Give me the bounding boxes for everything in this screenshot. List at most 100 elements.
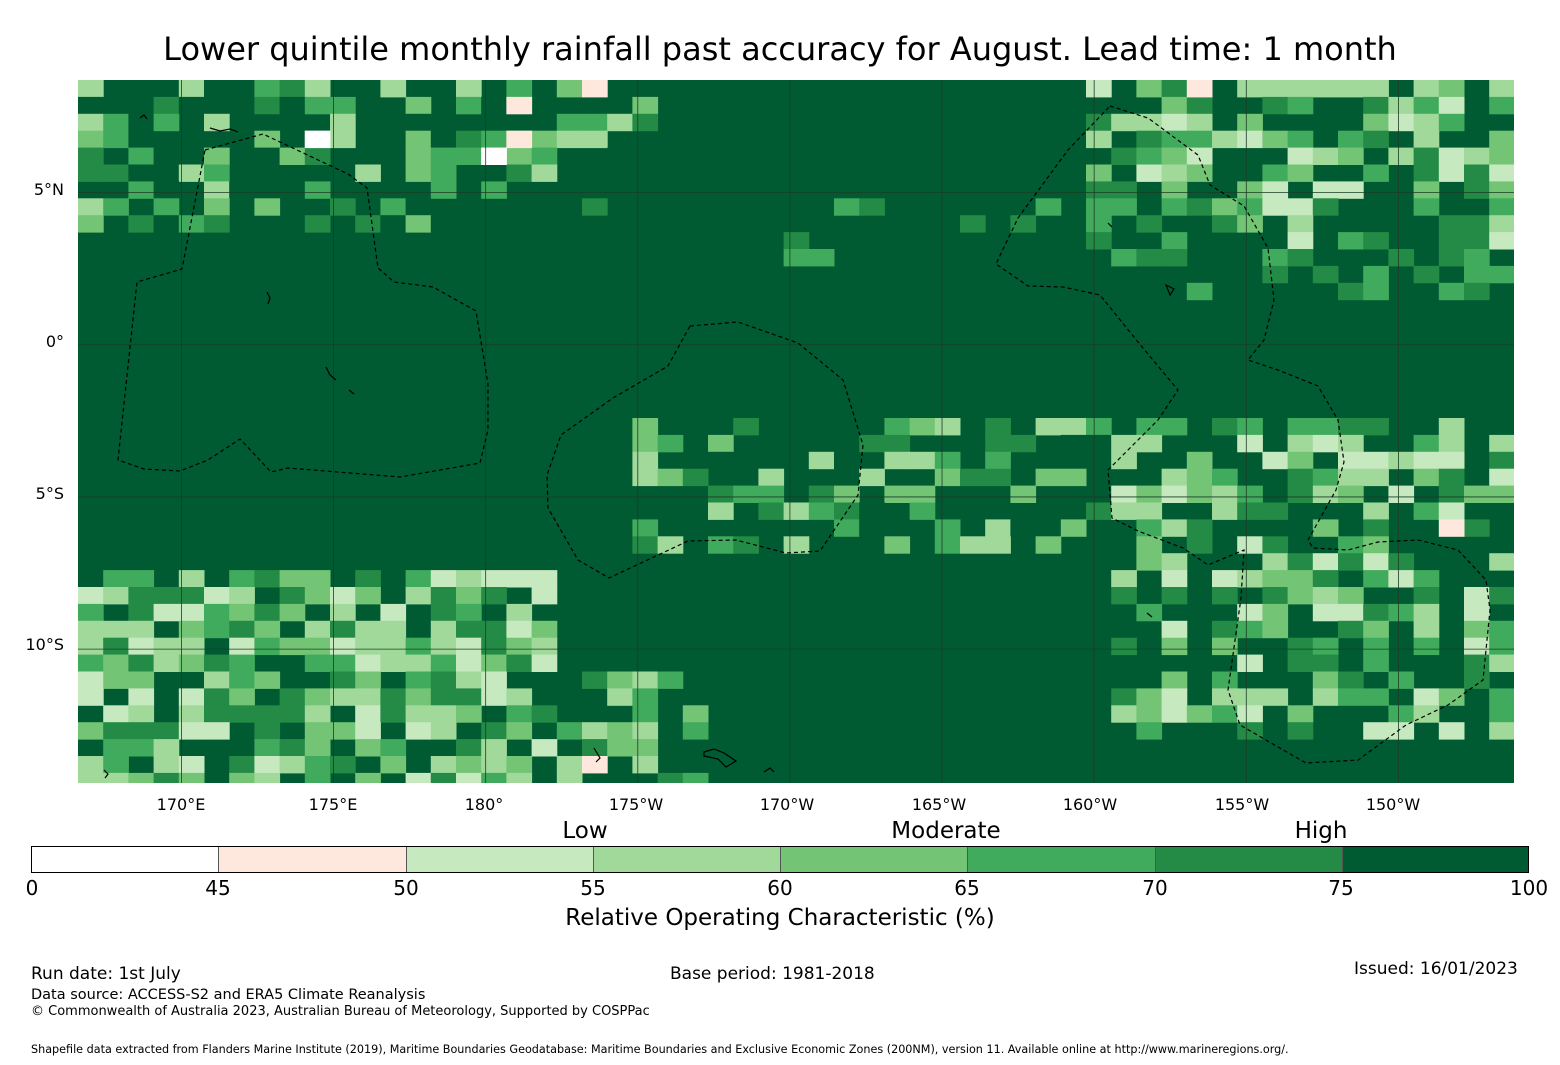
roc-grid-cell bbox=[1212, 215, 1238, 233]
roc-grid-cell bbox=[128, 164, 155, 182]
island-outline bbox=[1146, 612, 1153, 618]
roc-grid-cell bbox=[178, 603, 205, 622]
roc-grid-cell bbox=[1212, 705, 1238, 723]
roc-grid-cell bbox=[1262, 80, 1289, 98]
roc-grid-cell bbox=[456, 80, 482, 98]
roc-grid-cell bbox=[708, 451, 734, 470]
roc-grid-cell bbox=[229, 688, 255, 706]
roc-grid-cell bbox=[78, 688, 104, 706]
roc-grid-cell bbox=[229, 671, 255, 689]
roc-grid-cell bbox=[1161, 637, 1188, 656]
roc-grid-cell bbox=[204, 722, 230, 740]
roc-grid-cell bbox=[78, 147, 104, 165]
roc-grid-cell bbox=[657, 671, 684, 689]
roc-grid-cell bbox=[859, 502, 885, 520]
island-outline bbox=[1107, 222, 1113, 228]
roc-grid-cell bbox=[783, 232, 810, 250]
roc-grid-cell bbox=[1287, 198, 1314, 216]
roc-grid-cell bbox=[1338, 181, 1364, 199]
roc-grid-cell bbox=[229, 620, 255, 639]
roc-grid-cell bbox=[1438, 722, 1465, 740]
roc-grid-cell bbox=[153, 147, 180, 165]
eez-boundary-phoenix bbox=[546, 321, 864, 579]
roc-grid-cell bbox=[1438, 519, 1465, 537]
roc-grid-cell bbox=[1136, 215, 1163, 233]
roc-grid-cell bbox=[531, 587, 558, 605]
roc-grid-cell bbox=[430, 756, 457, 774]
roc-grid-cell bbox=[1262, 553, 1289, 571]
roc-grid-cell bbox=[1363, 637, 1389, 656]
roc-grid-cell bbox=[1489, 265, 1514, 284]
roc-grid-cell bbox=[1312, 418, 1339, 436]
roc-grid-cell bbox=[1464, 603, 1490, 622]
roc-grid-cell bbox=[1262, 265, 1289, 284]
roc-grid-cell bbox=[1212, 587, 1238, 605]
roc-grid-cell bbox=[229, 705, 255, 723]
roc-grid-cell bbox=[1060, 418, 1087, 436]
roc-grid-cell bbox=[330, 671, 356, 689]
roc-grid-cell bbox=[229, 756, 255, 774]
roc-grid-cell bbox=[1262, 603, 1289, 622]
roc-grid-cell bbox=[582, 739, 608, 757]
roc-grid-cell bbox=[279, 587, 306, 605]
roc-grid-cell bbox=[1413, 265, 1440, 284]
roc-grid-cell bbox=[1161, 80, 1188, 98]
roc-grid-cell bbox=[380, 637, 407, 656]
roc-grid-cell bbox=[1287, 587, 1314, 605]
roc-grid-cell bbox=[1212, 485, 1238, 503]
roc-grid-cell bbox=[556, 756, 583, 774]
roc-grid-cell bbox=[1262, 587, 1289, 605]
roc-grid-cell bbox=[556, 113, 583, 132]
roc-grid-cell bbox=[1438, 215, 1465, 233]
roc-grid-cell bbox=[1111, 113, 1137, 132]
roc-grid-cell bbox=[808, 485, 835, 503]
roc-grid-cell bbox=[808, 451, 835, 470]
roc-grid-cell bbox=[229, 772, 255, 783]
lon-label-170e: 170°E bbox=[156, 795, 206, 814]
roc-grid-cell bbox=[178, 620, 205, 639]
roc-grid-cell bbox=[1111, 587, 1137, 605]
roc-grid-cell bbox=[330, 756, 356, 774]
roc-grid-cell bbox=[153, 722, 180, 740]
roc-grid-cell bbox=[607, 113, 633, 132]
roc-grid-cell bbox=[405, 654, 432, 672]
roc-grid-cell bbox=[1035, 418, 1062, 436]
category-label-high: High bbox=[1294, 818, 1348, 844]
roc-grid-cell bbox=[808, 502, 835, 520]
roc-grid-cell bbox=[1388, 722, 1415, 740]
roc-grid-cell bbox=[204, 113, 230, 132]
roc-grid-cell bbox=[1312, 485, 1339, 503]
roc-grid-cell bbox=[430, 620, 457, 639]
roc-grid-cell bbox=[1086, 181, 1112, 199]
roc-grid-cell bbox=[254, 603, 281, 622]
roc-grid-cell bbox=[985, 451, 1011, 470]
colorbar-tick-label: 65 bbox=[954, 876, 980, 900]
roc-grid-cell bbox=[430, 637, 457, 656]
roc-grid-cell bbox=[1111, 705, 1137, 723]
roc-grid-cell bbox=[1338, 536, 1364, 554]
roc-grid-cell bbox=[330, 96, 356, 115]
roc-grid-cell bbox=[1312, 671, 1339, 689]
roc-grid-cell bbox=[229, 637, 255, 656]
roc-grid-cell bbox=[481, 587, 507, 605]
roc-grid-cell bbox=[1237, 434, 1263, 453]
roc-grid-cell bbox=[1212, 688, 1238, 706]
roc-grid-cell bbox=[153, 772, 180, 783]
roc-grid-cell bbox=[1489, 96, 1514, 115]
roc-grid-cell bbox=[1489, 232, 1514, 250]
roc-grid-cell bbox=[1086, 215, 1112, 233]
roc-grid-cell bbox=[78, 80, 104, 98]
roc-grid-cell bbox=[1186, 96, 1213, 115]
roc-grid-cell bbox=[1111, 451, 1137, 470]
roc-grid-cell bbox=[430, 587, 457, 605]
colorbar-tick-label: 100 bbox=[1509, 876, 1549, 900]
roc-grid-cell bbox=[1363, 130, 1389, 149]
roc-grid-cell bbox=[153, 181, 180, 199]
roc-grid-cell bbox=[481, 637, 507, 656]
roc-grid-cell bbox=[1086, 502, 1112, 520]
roc-grid-cell bbox=[153, 756, 180, 774]
roc-grid-cell bbox=[607, 739, 633, 757]
roc-grid-cell bbox=[1438, 434, 1465, 453]
roc-grid-cell bbox=[279, 688, 306, 706]
roc-grid-cell bbox=[430, 181, 457, 199]
